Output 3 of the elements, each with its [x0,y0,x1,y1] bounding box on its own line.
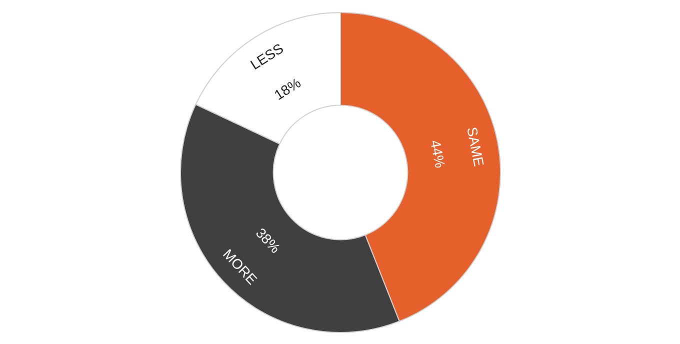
data-label: 44% [427,138,448,170]
slice-label: SAME [464,126,488,168]
data-label: 18% [271,74,304,104]
